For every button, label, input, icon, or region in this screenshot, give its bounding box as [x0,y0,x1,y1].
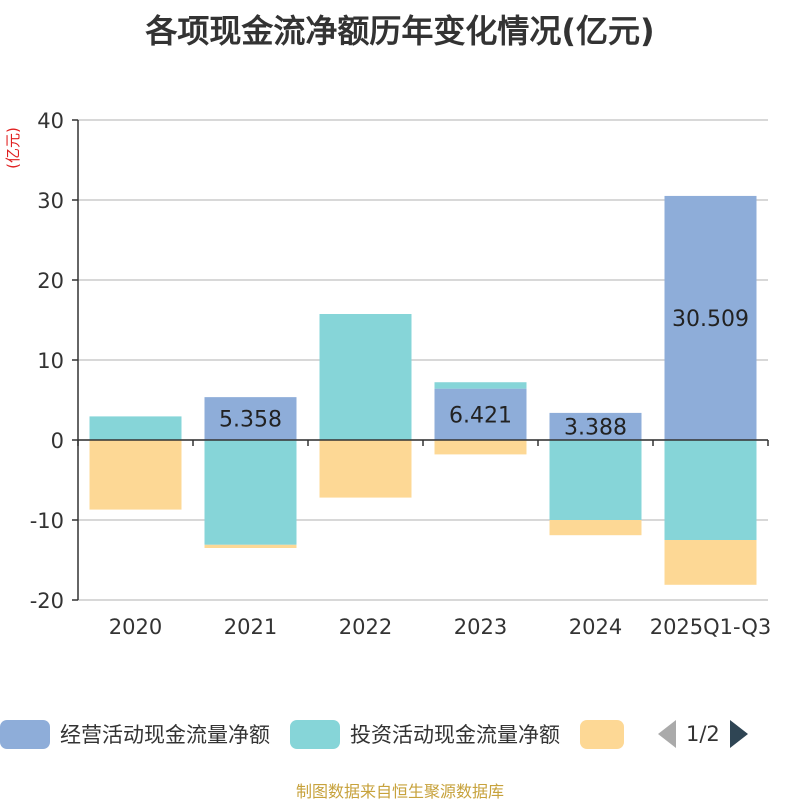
bar-investing [205,440,297,545]
x-tick-label: 2023 [454,615,507,639]
bar-financing [90,440,182,510]
legend-prev-icon[interactable] [658,720,676,748]
legend-pager: 1/2 [658,720,748,748]
chart-canvas: -20 -10 0 10 20 30 40 (亿元) 2020 2021 2022 2023 2024 2… [0,0,800,700]
y-tick-label: -10 [30,509,64,533]
data-label: 6.421 [449,403,512,428]
y-axis-unit-label: (亿元) [4,127,22,169]
data-label: 5.358 [219,408,282,433]
legend-item-investing[interactable]: 投资活动现金流量净额 [290,719,560,749]
y-tick-label: 40 [37,109,64,133]
bar-financing [665,540,757,585]
bar-financing [320,440,412,498]
bar-investing [665,440,757,540]
legend-swatch-operating [0,720,50,749]
legend-label-investing: 投资活动现金流量净额 [350,719,560,749]
x-tick-label: 2021 [224,615,277,639]
y-tick-label: 20 [37,269,64,293]
x-tick-label: 2020 [109,615,162,639]
bar-investing [550,440,642,520]
data-label: 3.388 [564,415,627,440]
legend-next-icon[interactable] [730,720,748,748]
legend-item-operating[interactable]: 经营活动现金流量净额 [0,719,270,749]
bar-financing [550,520,642,535]
y-tick-label: 30 [37,189,64,213]
source-note: 制图数据来自恒生聚源数据库 [0,778,800,802]
bar-financing [205,545,297,548]
bar-investing [435,382,527,388]
legend-label-operating: 经营活动现金流量净额 [60,719,270,749]
legend-swatch-investing [290,720,340,749]
y-tick-label: 10 [37,349,64,373]
legend-item-financing[interactable] [580,720,634,749]
x-tick-label: 2022 [339,615,392,639]
legend-swatch-financing [580,720,624,749]
bar-investing [320,314,412,440]
x-tick-label: 2025Q1-Q3 [650,615,772,639]
data-label: 30.509 [672,307,749,332]
y-tick-label: -20 [30,589,64,613]
bar-investing [90,416,182,439]
legend: 经营活动现金流量净额 投资活动现金流量净额 1/2 [0,716,800,752]
bar-financing [435,440,527,454]
x-tick-label: 2024 [569,615,622,639]
y-tick-label: 0 [51,429,64,453]
legend-page-indicator: 1/2 [686,722,720,746]
